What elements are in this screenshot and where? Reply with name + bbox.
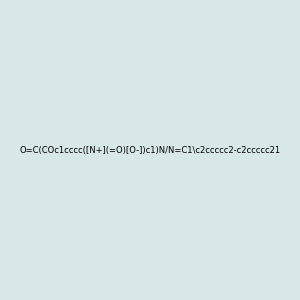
Text: O=C(COc1cccc([N+](=O)[O-])c1)N/N=C1\c2ccccc2-c2ccccc21: O=C(COc1cccc([N+](=O)[O-])c1)N/N=C1\c2cc… (20, 146, 281, 154)
